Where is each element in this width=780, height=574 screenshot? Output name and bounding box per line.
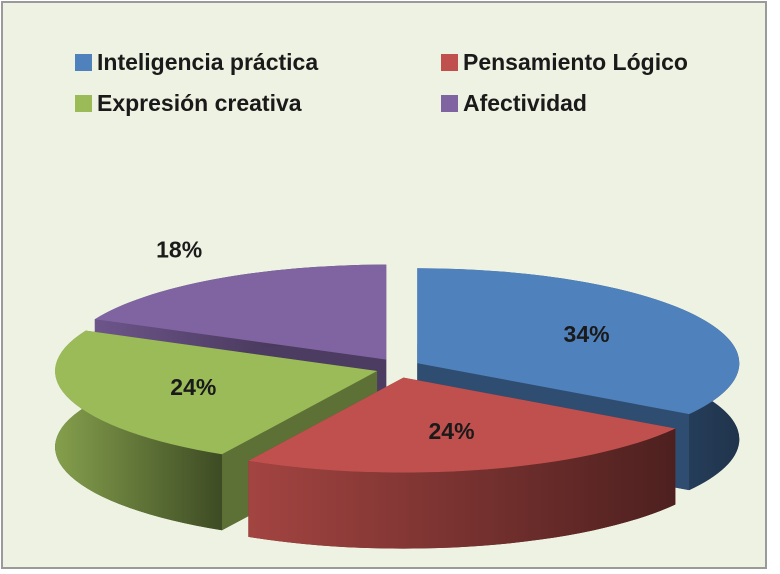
- legend-swatch: [441, 54, 458, 71]
- legend-swatch: [75, 95, 92, 112]
- pie-slice: [248, 377, 676, 549]
- slice-top: [55, 330, 378, 455]
- legend-item: Expresión creativa: [75, 90, 302, 116]
- legend-swatch: [75, 54, 92, 71]
- legend-item: Afectividad: [441, 90, 587, 116]
- legend-swatch: [441, 95, 458, 112]
- slice-side: [248, 428, 676, 549]
- legend-text: Inteligencia práctica: [97, 49, 318, 75]
- value-label: 34%: [564, 321, 610, 347]
- slice-top: [248, 377, 676, 473]
- legend-item: Pensamiento Lógico: [441, 49, 688, 75]
- legend-text: Afectividad: [463, 90, 587, 116]
- value-label: 18%: [156, 236, 202, 262]
- slice-top: [417, 268, 740, 415]
- value-label: 24%: [170, 374, 216, 400]
- legend-item: Inteligencia práctica: [75, 49, 318, 75]
- slice-side: [55, 330, 222, 531]
- legend-text: Expresión creativa: [97, 90, 302, 116]
- legend-text: Pensamiento Lógico: [463, 49, 688, 75]
- slice-top: [94, 264, 387, 360]
- value-label: 24%: [428, 418, 474, 444]
